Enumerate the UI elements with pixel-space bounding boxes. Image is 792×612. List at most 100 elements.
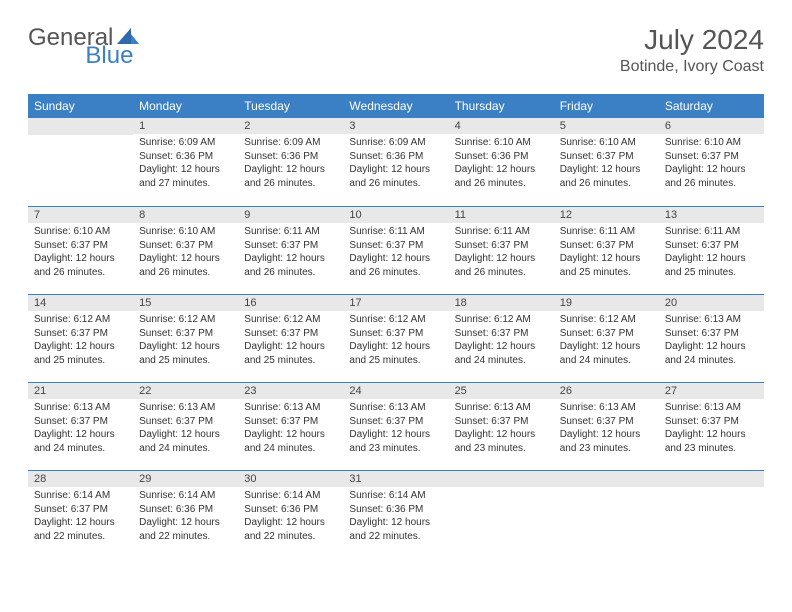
sunrise-line: Sunrise: 6:13 AM — [244, 401, 337, 415]
sunset-line: Sunset: 6:37 PM — [244, 327, 337, 341]
day-details — [659, 487, 764, 493]
sunset-line: Sunset: 6:37 PM — [665, 150, 758, 164]
day-number: 27 — [659, 382, 764, 399]
day-details: Sunrise: 6:13 AMSunset: 6:37 PMDaylight:… — [343, 399, 448, 459]
sunset-line: Sunset: 6:37 PM — [349, 327, 442, 341]
calendar-day-cell: 26Sunrise: 6:13 AMSunset: 6:37 PMDayligh… — [554, 382, 659, 470]
day-number: 18 — [449, 294, 554, 311]
daylight-line: Daylight: 12 hours and 25 minutes. — [244, 340, 337, 367]
sunset-line: Sunset: 6:37 PM — [139, 327, 232, 341]
weekday-header: Friday — [554, 94, 659, 118]
sunrise-line: Sunrise: 6:11 AM — [665, 225, 758, 239]
sunset-line: Sunset: 6:36 PM — [349, 503, 442, 517]
daylight-line: Daylight: 12 hours and 23 minutes. — [455, 428, 548, 455]
sunset-line: Sunset: 6:37 PM — [349, 415, 442, 429]
sunset-line: Sunset: 6:37 PM — [560, 150, 653, 164]
sunset-line: Sunset: 6:37 PM — [34, 327, 127, 341]
day-number: 14 — [28, 294, 133, 311]
daylight-line: Daylight: 12 hours and 24 minutes. — [34, 428, 127, 455]
day-number — [554, 470, 659, 487]
month-title: July 2024 — [620, 24, 764, 56]
day-details: Sunrise: 6:13 AMSunset: 6:37 PMDaylight:… — [659, 399, 764, 459]
day-details: Sunrise: 6:12 AMSunset: 6:37 PMDaylight:… — [343, 311, 448, 371]
day-number: 6 — [659, 118, 764, 134]
daylight-line: Daylight: 12 hours and 22 minutes. — [139, 516, 232, 543]
calendar-day-cell — [659, 470, 764, 558]
sunset-line: Sunset: 6:37 PM — [455, 415, 548, 429]
calendar-week-row: 28Sunrise: 6:14 AMSunset: 6:37 PMDayligh… — [28, 470, 764, 558]
day-number: 17 — [343, 294, 448, 311]
day-details: Sunrise: 6:13 AMSunset: 6:37 PMDaylight:… — [659, 311, 764, 371]
calendar-week-row: 7Sunrise: 6:10 AMSunset: 6:37 PMDaylight… — [28, 206, 764, 294]
daylight-line: Daylight: 12 hours and 26 minutes. — [665, 163, 758, 190]
day-details: Sunrise: 6:13 AMSunset: 6:37 PMDaylight:… — [554, 399, 659, 459]
weekday-header: Saturday — [659, 94, 764, 118]
calendar-day-cell: 12Sunrise: 6:11 AMSunset: 6:37 PMDayligh… — [554, 206, 659, 294]
sunrise-line: Sunrise: 6:13 AM — [34, 401, 127, 415]
day-number: 15 — [133, 294, 238, 311]
sunset-line: Sunset: 6:37 PM — [665, 239, 758, 253]
day-number — [449, 470, 554, 487]
day-details: Sunrise: 6:09 AMSunset: 6:36 PMDaylight:… — [133, 134, 238, 194]
calendar-day-cell: 2Sunrise: 6:09 AMSunset: 6:36 PMDaylight… — [238, 118, 343, 206]
sunrise-line: Sunrise: 6:09 AM — [139, 136, 232, 150]
calendar-day-cell: 20Sunrise: 6:13 AMSunset: 6:37 PMDayligh… — [659, 294, 764, 382]
sunrise-line: Sunrise: 6:11 AM — [244, 225, 337, 239]
sunrise-line: Sunrise: 6:13 AM — [349, 401, 442, 415]
calendar-week-row: 14Sunrise: 6:12 AMSunset: 6:37 PMDayligh… — [28, 294, 764, 382]
calendar-day-cell: 8Sunrise: 6:10 AMSunset: 6:37 PMDaylight… — [133, 206, 238, 294]
day-number — [28, 118, 133, 135]
day-details: Sunrise: 6:10 AMSunset: 6:37 PMDaylight:… — [659, 134, 764, 194]
day-number: 21 — [28, 382, 133, 399]
sunset-line: Sunset: 6:37 PM — [34, 239, 127, 253]
daylight-line: Daylight: 12 hours and 26 minutes. — [244, 252, 337, 279]
sunset-line: Sunset: 6:36 PM — [244, 503, 337, 517]
day-details: Sunrise: 6:11 AMSunset: 6:37 PMDaylight:… — [659, 223, 764, 283]
daylight-line: Daylight: 12 hours and 24 minutes. — [665, 340, 758, 367]
calendar-day-cell: 15Sunrise: 6:12 AMSunset: 6:37 PMDayligh… — [133, 294, 238, 382]
day-details: Sunrise: 6:13 AMSunset: 6:37 PMDaylight:… — [238, 399, 343, 459]
weekday-header: Thursday — [449, 94, 554, 118]
day-number: 7 — [28, 206, 133, 223]
day-number: 19 — [554, 294, 659, 311]
sunrise-line: Sunrise: 6:13 AM — [455, 401, 548, 415]
calendar-day-cell — [449, 470, 554, 558]
calendar-day-cell: 24Sunrise: 6:13 AMSunset: 6:37 PMDayligh… — [343, 382, 448, 470]
calendar-day-cell: 21 Sunrise: 6:13 AMSunset: 6:37 PMDayligh… — [28, 382, 133, 470]
daylight-line: Daylight: 12 hours and 27 minutes. — [139, 163, 232, 190]
logo: General Blue — [28, 24, 195, 52]
calendar-body: 1Sunrise: 6:09 AMSunset: 6:36 PMDaylight… — [28, 118, 764, 558]
sunrise-line: Sunrise: 6:13 AM — [139, 401, 232, 415]
sunset-line: Sunset: 6:37 PM — [244, 415, 337, 429]
day-number: 30 — [238, 470, 343, 487]
daylight-line: Daylight: 12 hours and 22 minutes. — [244, 516, 337, 543]
daylight-line: Daylight: 12 hours and 24 minutes. — [244, 428, 337, 455]
day-details: Sunrise: 6:11 AMSunset: 6:37 PMDaylight:… — [238, 223, 343, 283]
daylight-line: Daylight: 12 hours and 23 minutes. — [560, 428, 653, 455]
daylight-line: Daylight: 12 hours and 25 minutes. — [560, 252, 653, 279]
sunrise-line: Sunrise: 6:13 AM — [665, 313, 758, 327]
day-number: 8 — [133, 206, 238, 223]
day-number: 31 — [343, 470, 448, 487]
calendar-day-cell: 4Sunrise: 6:10 AMSunset: 6:36 PMDaylight… — [449, 118, 554, 206]
daylight-line: Daylight: 12 hours and 26 minutes. — [34, 252, 127, 279]
daylight-line: Daylight: 12 hours and 25 minutes. — [349, 340, 442, 367]
sunrise-line: Sunrise: 6:14 AM — [349, 489, 442, 503]
calendar-day-cell: 3Sunrise: 6:09 AMSunset: 6:36 PMDaylight… — [343, 118, 448, 206]
sunrise-line: Sunrise: 6:10 AM — [560, 136, 653, 150]
sunset-line: Sunset: 6:37 PM — [139, 415, 232, 429]
sunrise-line: Sunrise: 6:12 AM — [349, 313, 442, 327]
calendar-day-cell — [28, 118, 133, 206]
sunset-line: Sunset: 6:37 PM — [34, 415, 127, 429]
day-number: 20 — [659, 294, 764, 311]
day-number: 5 — [554, 118, 659, 134]
day-details: Sunrise: 6:14 AMSunset: 6:37 PMDaylight:… — [28, 487, 133, 547]
sunset-line: Sunset: 6:37 PM — [560, 415, 653, 429]
sunset-line: Sunset: 6:37 PM — [455, 327, 548, 341]
daylight-line: Daylight: 12 hours and 26 minutes. — [455, 163, 548, 190]
day-details: Sunrise: 6:12 AMSunset: 6:37 PMDaylight:… — [449, 311, 554, 371]
sunset-line: Sunset: 6:37 PM — [244, 239, 337, 253]
day-number: 22 — [133, 382, 238, 399]
sunrise-line: Sunrise: 6:09 AM — [244, 136, 337, 150]
day-details: Sunrise: 6:12 AMSunset: 6:37 PMDaylight:… — [28, 311, 133, 371]
